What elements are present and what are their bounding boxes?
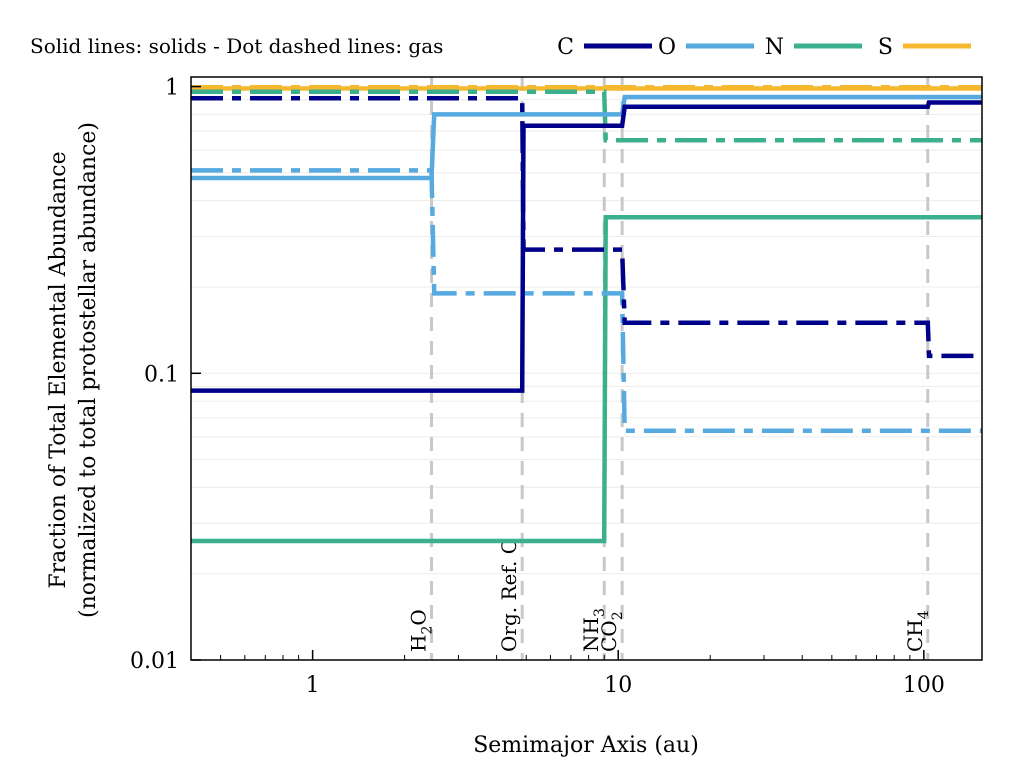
y-tick-label: 0.01 [130,649,179,674]
x-tick-label: 10 [604,673,632,698]
y-axis-title-line2: (normalized to total protostellar abunda… [76,122,101,618]
legend-label-s: S [878,35,893,60]
x-axis-title: Semimajor Axis (au) [473,733,699,758]
snowline-label: NH3 [579,608,608,652]
legend-label-n: N [765,35,784,60]
series-n-solid [191,215,982,544]
snowline-label: H2O [407,609,436,652]
series-c-solid [191,100,982,393]
y-tick-label: 0.1 [144,362,179,387]
snowline-label: CO2 [597,611,626,652]
grid [191,86,982,575]
y-tick-label: 1 [165,76,179,101]
legend-label-c: C [557,35,574,60]
series-o-gas [191,168,982,434]
plot-frame [190,76,983,661]
snowline-label: Org. Ref. C [497,539,521,652]
ticks: 1 10 100 0.01 0.1 1 [130,76,945,698]
x-tick-label: 1 [306,673,320,698]
legend-label-o: O [658,35,676,60]
series-c-gas [191,96,982,359]
snowline-label: CH4 [903,610,932,652]
series-group [191,84,982,544]
series-o-solid [191,94,982,181]
x-tick-label: 100 [903,673,945,698]
chart-note: Solid lines: solids - Dot dashed lines: … [30,34,443,58]
y-axis-title: Fraction of Total Elemental Abundance [46,151,71,588]
